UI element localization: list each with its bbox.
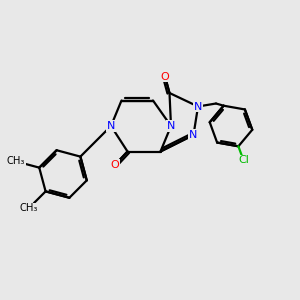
Text: N: N <box>194 101 202 112</box>
Text: Cl: Cl <box>238 155 249 165</box>
Text: O: O <box>160 71 169 82</box>
Text: N: N <box>189 130 198 140</box>
Text: CH₃: CH₃ <box>20 203 38 213</box>
Text: N: N <box>107 121 115 131</box>
Text: O: O <box>110 160 119 170</box>
Text: N: N <box>167 121 175 131</box>
Text: CH₃: CH₃ <box>7 156 25 167</box>
